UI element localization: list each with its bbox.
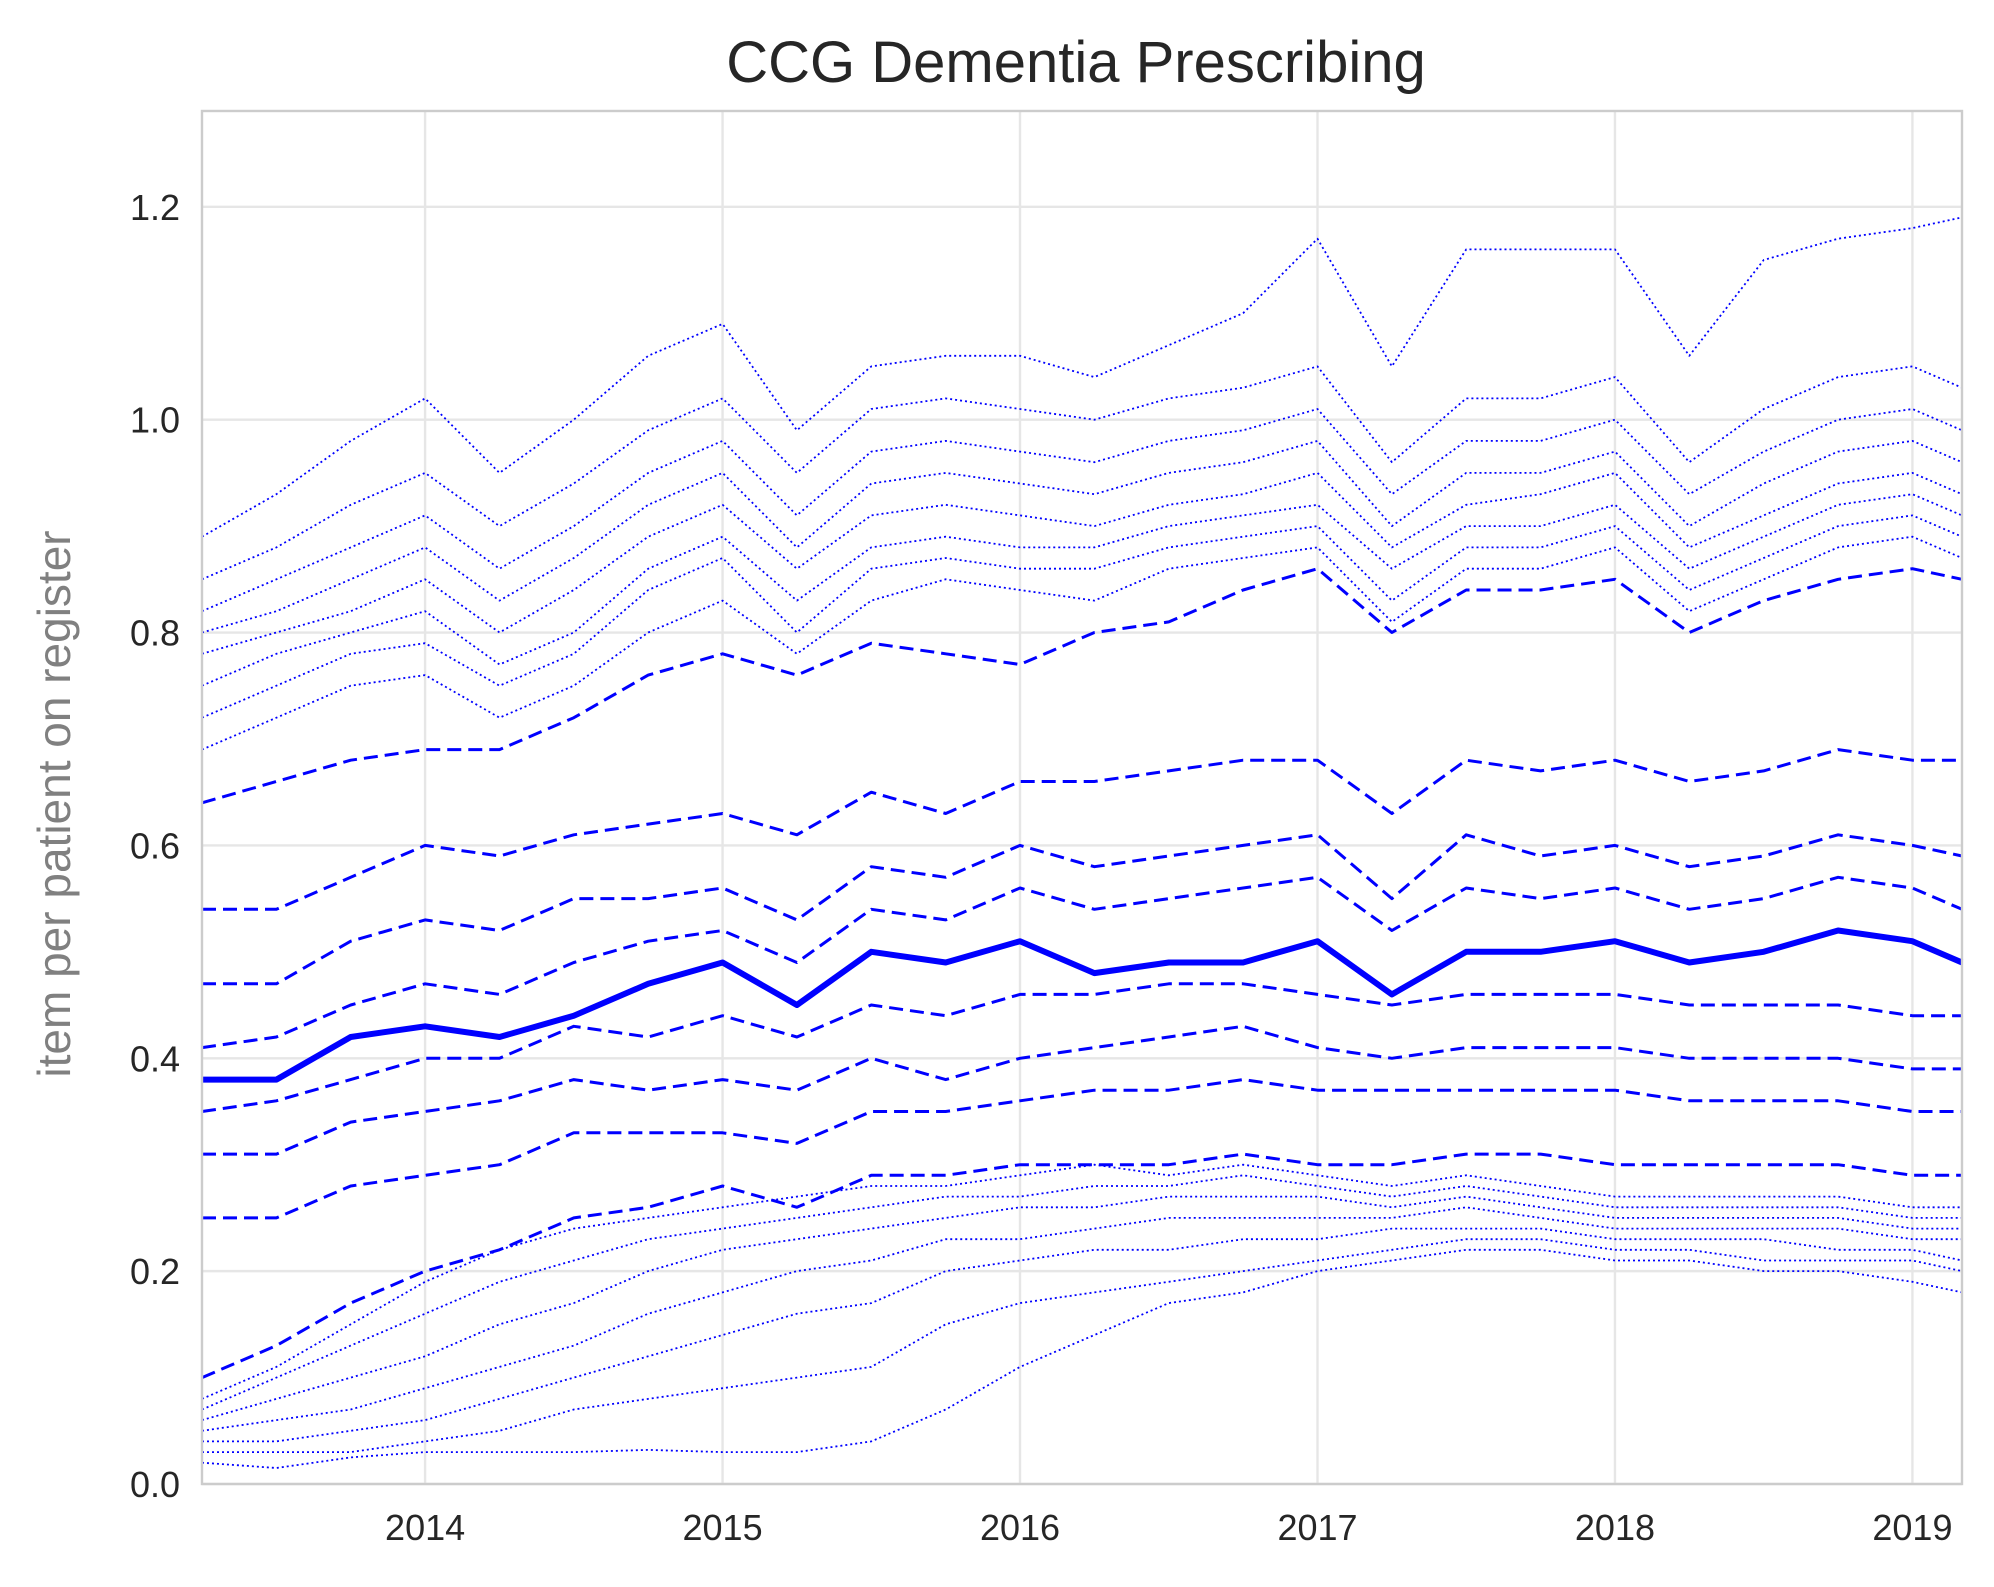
decile-line bbox=[202, 833, 1963, 986]
decile-line bbox=[201, 875, 1963, 1050]
percentile-line bbox=[201, 493, 1963, 687]
percentile-line bbox=[201, 1163, 1962, 1400]
x-tick-label: 2015 bbox=[683, 1507, 763, 1548]
series-lines bbox=[201, 216, 1964, 1469]
x-tick-label: 2018 bbox=[1575, 1507, 1655, 1548]
percentile-line bbox=[202, 1227, 1963, 1443]
percentile-line bbox=[201, 216, 1963, 538]
y-tick-label: 0.4 bbox=[130, 1038, 180, 1079]
decile-line bbox=[201, 982, 1962, 1113]
grid bbox=[202, 111, 1962, 1486]
percentile-line bbox=[201, 1248, 1963, 1469]
decile-line bbox=[202, 748, 1962, 911]
plot-frame bbox=[200, 109, 1964, 1486]
x-tick-label: 2019 bbox=[1872, 1507, 1952, 1548]
chart-title: CCG Dementia Prescribing bbox=[726, 30, 1425, 95]
y-tick-label: 1.2 bbox=[130, 187, 180, 228]
decile-line bbox=[201, 1152, 1962, 1379]
tick-labels: 2014 2015 2016 2017 2018 2019 0.0 0.2 0.… bbox=[130, 187, 1953, 1548]
x-tick-label: 2014 bbox=[385, 1507, 465, 1548]
y-tick-label: 1.0 bbox=[130, 400, 180, 441]
x-tick-label: 2017 bbox=[1277, 1507, 1357, 1548]
decile-line bbox=[202, 1024, 1962, 1156]
y-tick-label: 0.8 bbox=[130, 613, 180, 654]
y-tick-label: 0.6 bbox=[130, 825, 180, 866]
percentile-line bbox=[201, 365, 1963, 581]
median-line bbox=[202, 927, 1964, 1083]
y-tick-label: 0.0 bbox=[130, 1464, 180, 1505]
percentile-line bbox=[201, 439, 1963, 634]
decile-line bbox=[201, 567, 1963, 805]
percentile-line bbox=[201, 471, 1963, 655]
x-tick-label: 2016 bbox=[980, 1507, 1060, 1548]
y-axis-label: item per patient on register bbox=[28, 530, 80, 1077]
y-tick-label: 0.2 bbox=[130, 1251, 180, 1292]
percentile-line bbox=[201, 535, 1963, 751]
percentile-line bbox=[201, 408, 1963, 613]
decile-line bbox=[202, 1078, 1962, 1220]
percentile-line bbox=[201, 514, 1963, 719]
percentile-line bbox=[202, 1238, 1963, 1453]
